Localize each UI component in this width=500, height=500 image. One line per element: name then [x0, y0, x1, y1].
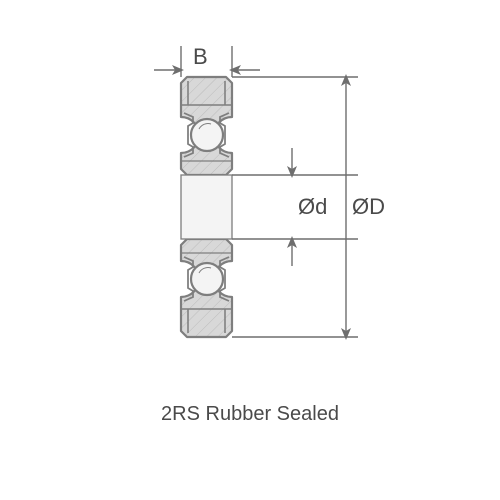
label-outer-D: ØD	[352, 194, 385, 219]
bore-region	[181, 175, 232, 239]
label-inner-d: Ød	[298, 194, 327, 219]
caption: 2RS Rubber Sealed	[0, 403, 500, 426]
diagram-canvas: B Ød ØD 2RS Rubber Sealed	[0, 0, 500, 500]
label-B: B	[193, 44, 208, 69]
